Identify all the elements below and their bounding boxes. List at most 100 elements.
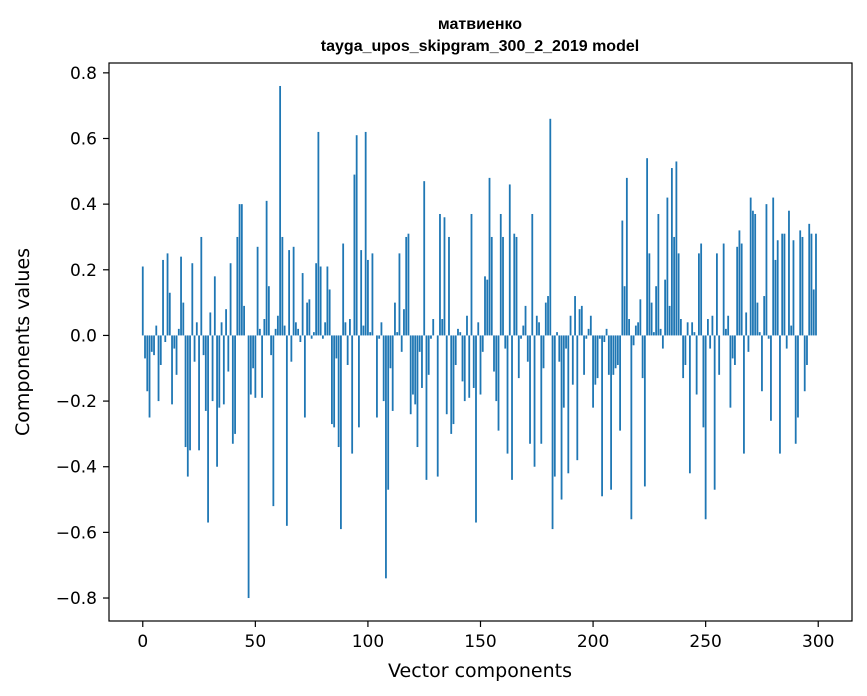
bar (229, 263, 232, 336)
bar (396, 332, 399, 336)
y-tick-label: 0.0 (70, 326, 97, 346)
bar (619, 335, 621, 431)
bar (729, 335, 732, 408)
bar (162, 259, 164, 336)
bar (497, 335, 500, 431)
bar (693, 332, 696, 336)
x-axis-label: Vector components (388, 660, 572, 682)
bar (254, 335, 257, 398)
bar (358, 335, 360, 428)
bar (263, 319, 266, 336)
bar (454, 335, 457, 365)
bar (211, 335, 214, 402)
bar (234, 335, 236, 434)
bar (504, 335, 507, 349)
bar (216, 335, 218, 467)
bar (607, 335, 610, 375)
bar (479, 335, 482, 395)
x-axis: 0 50 100 150 200 250 300 (137, 621, 834, 652)
y-axis: −0.8 −0.6 −0.4 −0.2 0.0 0.2 0.4 0.6 0.8 (56, 64, 109, 609)
bar (529, 335, 531, 444)
bar (166, 253, 169, 336)
bar (610, 335, 612, 490)
bar (481, 335, 484, 352)
bar (628, 319, 630, 336)
bar (801, 236, 804, 336)
bar (630, 335, 633, 520)
bar (405, 236, 408, 336)
bar (272, 335, 275, 507)
y-tick-label: −0.4 (56, 458, 97, 478)
bar (328, 289, 331, 336)
bar (430, 335, 432, 339)
bar (445, 335, 448, 415)
bar (360, 250, 363, 336)
y-tick-label: 0.4 (70, 195, 97, 215)
bar (544, 302, 547, 336)
bar (281, 236, 284, 336)
bar (312, 332, 315, 336)
bar (549, 118, 552, 336)
bar (592, 335, 594, 408)
bar (168, 292, 171, 336)
bar (382, 335, 385, 402)
bar (531, 213, 534, 336)
bar (790, 325, 793, 336)
bar (335, 335, 338, 359)
bar (353, 174, 356, 336)
bar (297, 328, 300, 336)
bar (711, 315, 714, 336)
bar (583, 335, 585, 375)
bar (198, 335, 200, 451)
bar (376, 335, 378, 418)
bar (367, 259, 369, 336)
bar (225, 309, 227, 336)
bar (598, 335, 601, 339)
bar (808, 223, 811, 336)
bar (673, 236, 676, 336)
bar (337, 335, 340, 448)
bar (695, 335, 698, 395)
bar (459, 332, 462, 336)
bar (389, 335, 392, 369)
bar (362, 325, 365, 336)
bar (585, 335, 588, 339)
bar (261, 335, 263, 398)
bar (475, 335, 477, 523)
bar (632, 335, 635, 346)
bar (247, 335, 250, 599)
bar (603, 335, 606, 342)
bar (524, 305, 527, 336)
x-tick-label: 0 (137, 632, 148, 652)
bar (294, 322, 297, 336)
bar (774, 259, 777, 336)
bar (157, 335, 160, 402)
bar (788, 210, 790, 336)
bar (511, 335, 513, 480)
bar (734, 335, 736, 365)
bar (700, 243, 703, 336)
bar (285, 335, 288, 526)
x-tick-label: 200 (577, 632, 609, 652)
bar (535, 315, 538, 336)
bar (155, 325, 158, 336)
bar (380, 322, 383, 336)
bar (781, 233, 784, 336)
title-group: матвиенко tayga_upos_skipgram_300_2_2019… (321, 16, 639, 55)
bar (173, 335, 176, 349)
bar (493, 335, 495, 372)
bar (650, 302, 653, 336)
bar (722, 243, 725, 336)
bar (625, 177, 628, 336)
y-tick-label: 0.8 (70, 64, 97, 84)
bar (252, 335, 254, 369)
y-axis-label: Components values (12, 248, 34, 436)
bar (664, 279, 667, 336)
bar (682, 335, 685, 379)
bar (186, 335, 189, 477)
chart-title: матвиенко (438, 16, 522, 33)
bar (752, 210, 754, 336)
bar (488, 177, 491, 336)
bar (749, 197, 752, 336)
bar (691, 322, 694, 336)
